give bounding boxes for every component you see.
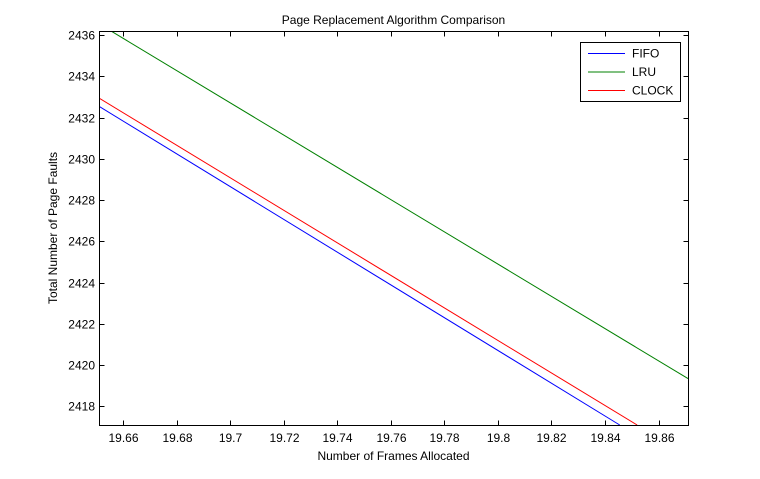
legend-label-fifo: FIFO: [632, 47, 659, 61]
y-tick-label: 2432: [68, 112, 95, 126]
y-tick-label: 2418: [68, 400, 95, 414]
y-tick-label: 2426: [68, 235, 95, 249]
y-tick-label: 2436: [68, 29, 95, 43]
x-tick-label: 19.66: [108, 431, 138, 445]
x-tick-label: 19.86: [644, 431, 674, 445]
y-tick-label: 2420: [68, 359, 95, 373]
legend-label-clock: CLOCK: [632, 84, 673, 98]
series-line-lru: [110, 31, 689, 380]
x-tick-label: 19.74: [322, 431, 352, 445]
x-tick-label: 19.7: [219, 431, 243, 445]
series-line-fifo: [99, 105, 620, 426]
x-tick-label: 19.76: [376, 431, 406, 445]
x-tick-label: 19.78: [429, 431, 459, 445]
y-axis-title: Total Number of Page Faults: [46, 152, 60, 304]
series-layer: [99, 31, 689, 426]
x-axis: 19.66 19.68 19.7 19.72 19.74 19.76 19.78 19.8 19…: [108, 31, 675, 445]
y-tick-label: 2424: [68, 277, 95, 291]
y-tick-label: 2428: [68, 194, 95, 208]
x-tick-label: 19.72: [269, 431, 299, 445]
y-tick-label: 2430: [68, 153, 95, 167]
chart-title: Page Replacement Algorithm Comparison: [282, 13, 505, 27]
x-tick-label: 19.82: [536, 431, 566, 445]
legend-label-lru: LRU: [632, 65, 656, 79]
x-axis-title: Number of Frames Allocated: [317, 449, 469, 463]
y-tick-label: 2434: [68, 70, 95, 84]
x-tick-label: 19.8: [487, 431, 511, 445]
legend: FIFO LRU CLOCK: [580, 42, 681, 102]
plot-frame: [99, 31, 689, 426]
x-tick-label: 19.68: [162, 431, 192, 445]
series-line-clock: [99, 97, 638, 426]
x-tick-label: 19.84: [590, 431, 620, 445]
y-tick-label: 2422: [68, 318, 95, 332]
y-axis: 2418 2420 2422 2424 2426 2428 2430 2432 2434 2436: [68, 29, 689, 414]
